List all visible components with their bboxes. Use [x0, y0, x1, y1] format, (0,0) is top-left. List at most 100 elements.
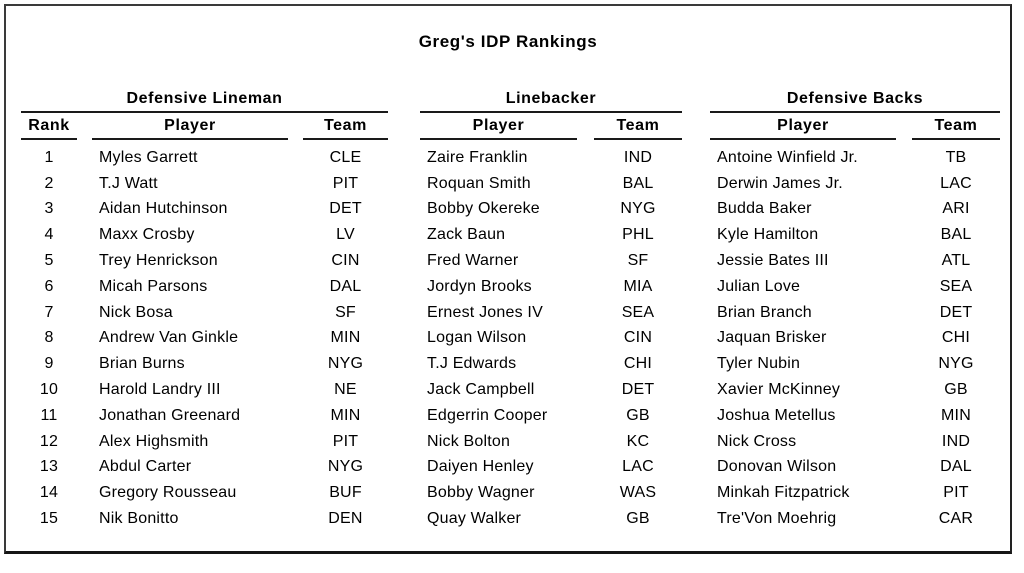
section-title: Linebacker: [420, 90, 682, 113]
rank-cell: 1: [44, 148, 54, 166]
table-row: 6 Micah Parsons DAL: [21, 274, 388, 300]
table-row: Zack Baun PHL: [420, 222, 682, 248]
player-cell: T.J Watt: [99, 174, 158, 192]
player-cell: Nik Bonitto: [99, 510, 179, 528]
player-cell: Aidan Hutchinson: [99, 200, 228, 218]
player-cell: Xavier McKinney: [717, 381, 841, 399]
player-cell: Micah Parsons: [99, 277, 208, 295]
player-cell: Jordyn Brooks: [427, 277, 532, 295]
team-cell: DET: [621, 381, 655, 399]
table-row: 11 Jonathan Greenard MIN: [21, 403, 388, 429]
table-row: Jordyn Brooks MIA: [420, 274, 682, 300]
table-row: Antoine Winfield Jr. TB: [710, 145, 1000, 171]
team-cell: MIA: [623, 277, 653, 295]
section-title: Defensive Lineman: [21, 90, 388, 113]
player-cell: Alex Highsmith: [99, 432, 209, 450]
table-row: Jaquan Brisker CHI: [710, 326, 1000, 352]
team-cell: SEA: [939, 277, 973, 295]
team-cell: CHI: [941, 329, 971, 347]
player-cell: Trey Henrickson: [99, 252, 218, 270]
rank-cell: 10: [39, 381, 59, 399]
player-cell: Myles Garrett: [99, 148, 198, 166]
player-cell: Brian Burns: [99, 355, 185, 373]
column-header-team: Team: [912, 115, 1000, 140]
rank-cell: 15: [39, 510, 59, 528]
team-cell: CLE: [329, 148, 362, 166]
player-cell: Maxx Crosby: [99, 226, 195, 244]
player-cell: Derwin James Jr.: [717, 174, 843, 192]
team-cell: LAC: [940, 174, 972, 192]
team-cell: TB: [945, 148, 967, 166]
table-row: 10 Harold Landry III NE: [21, 377, 388, 403]
section-linebacker: Linebacker Player Team Zaire Franklin IND…: [420, 90, 682, 532]
section-title: Defensive Backs: [710, 90, 1000, 113]
player-cell: Tre'Von Moehrig: [717, 510, 837, 528]
section-rows: Antoine Winfield Jr. TB Derwin James Jr. LA…: [710, 145, 1000, 532]
rank-cell: 6: [44, 277, 54, 295]
player-cell: Nick Bosa: [99, 303, 173, 321]
team-cell: DAL: [329, 277, 362, 295]
player-cell: Donovan Wilson: [717, 458, 837, 476]
table-row: Tyler Nubin NYG: [710, 351, 1000, 377]
table-row: Fred Warner SF: [420, 248, 682, 274]
table-row: Budda Baker ARI: [710, 197, 1000, 223]
table-row: 15 Nik Bonitto DEN: [21, 506, 388, 532]
table-row: 9 Brian Burns NYG: [21, 351, 388, 377]
table-row: Jessie Bates III ATL: [710, 248, 1000, 274]
column-header-team: Team: [594, 115, 682, 140]
table-row: Brian Branch DET: [710, 300, 1000, 326]
table-row: Bobby Okereke NYG: [420, 197, 682, 223]
column-header-rank: Rank: [21, 115, 77, 140]
table-row: Xavier McKinney GB: [710, 377, 1000, 403]
column-header-row: Player Team: [710, 115, 1000, 140]
team-cell: NYG: [938, 355, 974, 373]
section-defensive-backs: Defensive Backs Player Team Antoine Winf…: [710, 90, 1000, 532]
column-header-player: Player: [420, 115, 577, 140]
player-cell: Tyler Nubin: [717, 355, 801, 373]
rank-cell: 3: [44, 200, 54, 218]
team-cell: DET: [939, 303, 973, 321]
table-row: 8 Andrew Van Ginkle MIN: [21, 326, 388, 352]
column-header-player: Player: [710, 115, 896, 140]
table-row: Nick Cross IND: [710, 429, 1000, 455]
table-row: Nick Bolton KC: [420, 429, 682, 455]
table-row: Julian Love SEA: [710, 274, 1000, 300]
team-cell: CHI: [623, 355, 653, 373]
table-row: 5 Trey Henrickson CIN: [21, 248, 388, 274]
table-row: Bobby Wagner WAS: [420, 480, 682, 506]
player-cell: Joshua Metellus: [717, 406, 836, 424]
player-cell: Nick Bolton: [427, 432, 511, 450]
player-cell: Roquan Smith: [427, 174, 531, 192]
player-cell: Ernest Jones IV: [427, 303, 543, 321]
team-cell: GB: [626, 406, 650, 424]
team-cell: PIT: [332, 432, 359, 450]
team-cell: KC: [626, 432, 650, 450]
page-title: Greg's IDP Rankings: [418, 32, 598, 51]
player-cell: Julian Love: [717, 277, 801, 295]
column-header-team: Team: [303, 115, 388, 140]
player-cell: Budda Baker: [717, 200, 812, 218]
team-cell: CIN: [623, 329, 653, 347]
table-row: Kyle Hamilton BAL: [710, 222, 1000, 248]
player-cell: Brian Branch: [717, 303, 812, 321]
player-cell: Jaquan Brisker: [717, 329, 827, 347]
table-row: T.J Edwards CHI: [420, 351, 682, 377]
table-row: 4 Maxx Crosby LV: [21, 222, 388, 248]
player-cell: Kyle Hamilton: [717, 226, 819, 244]
team-cell: PIT: [332, 174, 359, 192]
table-row: 2 T.J Watt PIT: [21, 171, 388, 197]
team-cell: GB: [626, 510, 650, 528]
column-header-player: Player: [92, 115, 288, 140]
team-cell: PHL: [622, 226, 654, 244]
table-row: Minkah Fitzpatrick PIT: [710, 480, 1000, 506]
section-defensive-lineman: Defensive Lineman Rank Player Team 1 Myle…: [21, 90, 388, 532]
team-cell: DEN: [328, 510, 363, 528]
player-cell: Jonathan Greenard: [99, 406, 241, 424]
team-cell: GB: [944, 381, 968, 399]
team-cell: BAL: [940, 226, 972, 244]
player-cell: Minkah Fitzpatrick: [717, 484, 850, 502]
player-cell: Bobby Wagner: [427, 484, 535, 502]
player-cell: Zack Baun: [427, 226, 506, 244]
team-cell: LAC: [622, 458, 654, 476]
player-cell: Fred Warner: [427, 252, 519, 270]
